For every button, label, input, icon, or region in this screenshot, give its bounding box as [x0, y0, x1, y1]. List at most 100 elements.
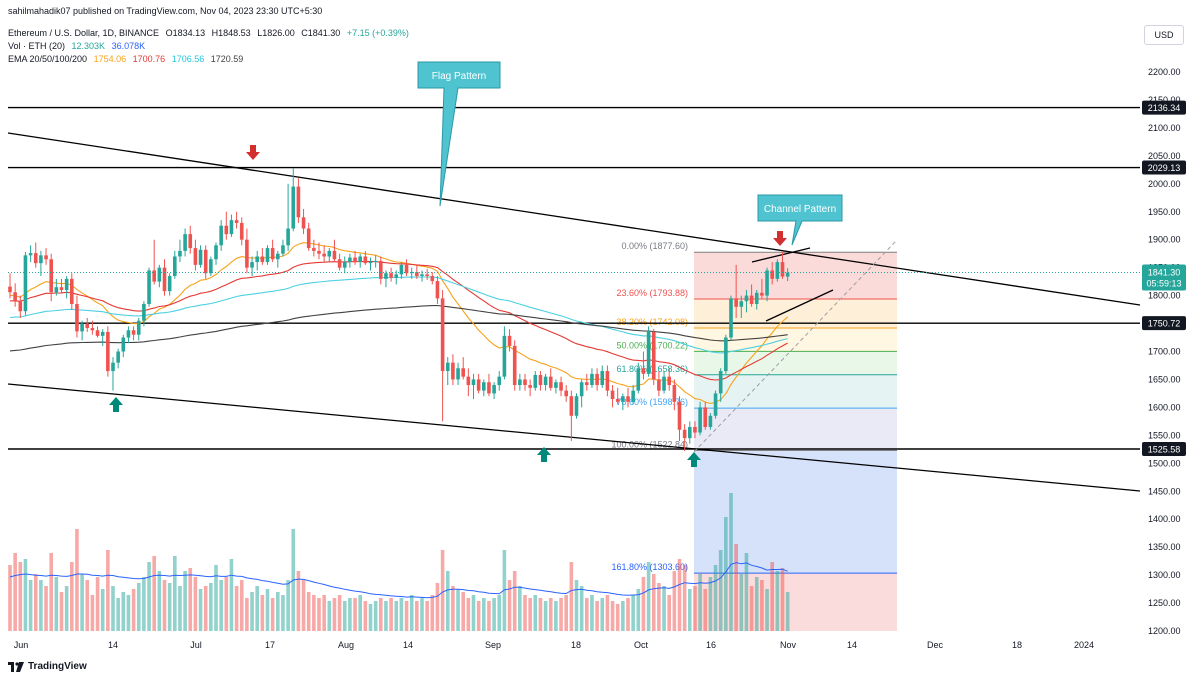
date-tick-label: Oct [634, 640, 649, 650]
candle-body [121, 337, 126, 352]
price-tick-label: 1200.00 [1148, 626, 1181, 636]
candle-body [54, 287, 59, 293]
volume-bar [224, 577, 229, 631]
flag-upper-trendline [7, 132, 1141, 306]
volume-bar [523, 595, 527, 631]
price-tick-label: 2100.00 [1148, 123, 1181, 133]
symbol-title[interactable]: Ethereum / U.S. Dollar, 1D, BINANCE [8, 28, 160, 38]
volume-bar [270, 598, 275, 631]
price-level-label: 1525.58 [1148, 445, 1181, 455]
date-tick-label: 18 [1012, 640, 1022, 650]
volume-bar [780, 568, 785, 631]
volume-bar [466, 598, 471, 631]
candle-body [415, 272, 419, 277]
volume-bar [368, 604, 373, 631]
volume-bar [476, 601, 481, 631]
candle-body [554, 382, 558, 388]
candle-body [28, 253, 33, 256]
ema50-line [9, 260, 788, 381]
candle-body [70, 278, 74, 304]
candle-body [373, 260, 378, 263]
volume-bar [657, 583, 661, 631]
price-tick-label: 1350.00 [1148, 542, 1181, 552]
candle-body [559, 382, 563, 391]
candle-body [543, 376, 548, 386]
volume-bar [600, 598, 605, 631]
volume-bar [682, 565, 687, 631]
candle-body [131, 330, 136, 335]
symbol-legend: Ethereum / U.S. Dollar, 1D, BINANCE O183… [8, 28, 413, 38]
candle-body [85, 323, 90, 329]
volume-bar [157, 571, 162, 631]
candle-body [662, 376, 666, 391]
volume-bar [739, 574, 744, 631]
fib-level-label: 78.60% (1598.76) [616, 397, 688, 407]
candle-body [162, 267, 167, 292]
volume-bar [126, 595, 131, 631]
volume-bar [590, 595, 594, 631]
volume-bar [203, 586, 208, 631]
candle-body [173, 256, 177, 277]
candle-body [44, 255, 48, 260]
volume-bar [389, 598, 393, 631]
volume-bar [415, 601, 419, 631]
candle-body [651, 331, 656, 380]
candle-body [250, 262, 254, 268]
candle-body [363, 256, 368, 264]
candle-body [286, 228, 290, 246]
candle-body [600, 371, 605, 386]
volume-bar [49, 553, 53, 631]
candle-body [90, 328, 95, 331]
ema-label[interactable]: EMA 20/50/100/200 [8, 54, 88, 64]
volume-bar [651, 574, 656, 631]
volume-bar [59, 592, 64, 631]
tradingview-brand[interactable]: TradingView [8, 661, 87, 672]
price-tick-label: 1450.00 [1148, 486, 1181, 496]
volume-bar [276, 592, 280, 631]
countdown-label: 05:59:13 [1146, 279, 1181, 289]
volume-label[interactable]: Vol · ETH (20) [8, 41, 66, 51]
currency-button[interactable]: USD [1144, 25, 1184, 45]
candle-body [358, 256, 362, 263]
ohlc-close: C1841.30 [301, 28, 341, 38]
candle-body [693, 426, 697, 433]
candle-body [729, 298, 733, 338]
volume-bar [626, 598, 630, 631]
candle-body [116, 351, 120, 363]
candle-body [245, 239, 249, 268]
price-tick-label: 1300.00 [1148, 570, 1181, 580]
fib-extension-zone [694, 450, 897, 574]
volume-bar [70, 562, 74, 631]
volume-bar [554, 601, 558, 631]
ema200-line [9, 304, 788, 352]
date-tick-label: Nov [780, 640, 797, 650]
volume-bar [461, 592, 465, 631]
volume-bar [147, 562, 151, 631]
candle-body [337, 259, 342, 268]
fib-extension-zone [694, 573, 897, 631]
candle-body [636, 368, 641, 391]
candle-body [312, 248, 316, 251]
volume-bar [497, 595, 502, 631]
volume-bar [507, 580, 512, 631]
volume-bar [708, 577, 713, 631]
volume-bar [18, 562, 23, 631]
volume-bar [579, 586, 584, 631]
candle-body [260, 256, 265, 263]
volume-bar [451, 586, 455, 631]
volume-bar [672, 571, 677, 631]
volume-bar [358, 595, 362, 631]
volume-ema-line [9, 562, 788, 599]
candle-body [502, 335, 507, 377]
candle-body [409, 272, 414, 274]
volume-bar [162, 580, 167, 631]
candle-body [322, 253, 326, 257]
candle-body [646, 331, 651, 374]
candle-body [754, 292, 759, 304]
candle-body [533, 374, 538, 388]
volume-bar [528, 598, 532, 631]
volume-bar [265, 589, 270, 631]
price-tick-label: 1650.00 [1148, 374, 1181, 384]
volume-bar [306, 592, 311, 631]
